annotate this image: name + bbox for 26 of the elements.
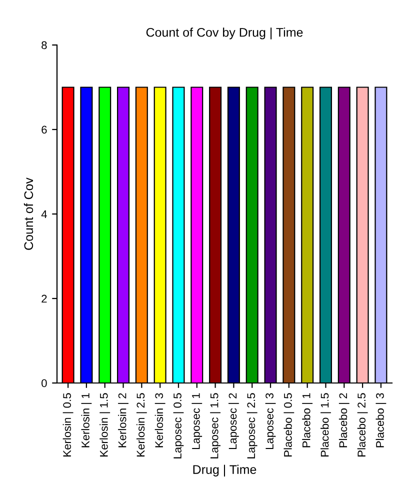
- y-tick-label: 6: [42, 126, 47, 134]
- x-tick-label: Laposec | 3: [265, 393, 276, 450]
- y-tick-label: 2: [42, 294, 47, 303]
- chart-title: Count of Cov by Drug | Time: [146, 28, 303, 40]
- x-tick-label: Placebo | 0.5: [284, 393, 294, 456]
- x-tick-label: Placebo | 1.5: [320, 393, 331, 456]
- x-tick-label: Kerlosin | 1.5: [100, 393, 110, 456]
- x-tick-label: Kerlosin | 0.5: [62, 393, 74, 456]
- x-tick-label: Placebo | 2: [338, 393, 350, 448]
- x-tick-label: Laposec | 0.5: [173, 393, 184, 458]
- x-tick-label: Placebo | 1: [302, 393, 313, 448]
- y-tick-label: 0: [42, 379, 47, 388]
- y-axis-title: Count of Cov: [24, 178, 34, 250]
- x-tick-label: Kerlosin | 2: [118, 393, 128, 448]
- x-tick-label: Kerlosin | 3: [154, 393, 166, 448]
- x-tick-label: Laposec | 2.5: [246, 393, 258, 458]
- y-tick-label: 8: [42, 41, 47, 50]
- y-tick-label: 4: [41, 210, 47, 218]
- x-tick-label: Placebo | 3: [376, 393, 386, 448]
- x-tick-label: Kerlosin | 2.5: [136, 393, 147, 456]
- x-tick-label: Placebo | 2.5: [357, 393, 368, 456]
- x-tick-label: Laposec | 1: [192, 393, 202, 450]
- x-tick-label: Laposec | 2: [228, 393, 239, 450]
- x-tick-label: Kerlosin | 1: [81, 393, 92, 448]
- x-axis-title: Drug | Time: [193, 464, 256, 476]
- x-tick-label: Laposec | 1.5: [210, 393, 220, 458]
